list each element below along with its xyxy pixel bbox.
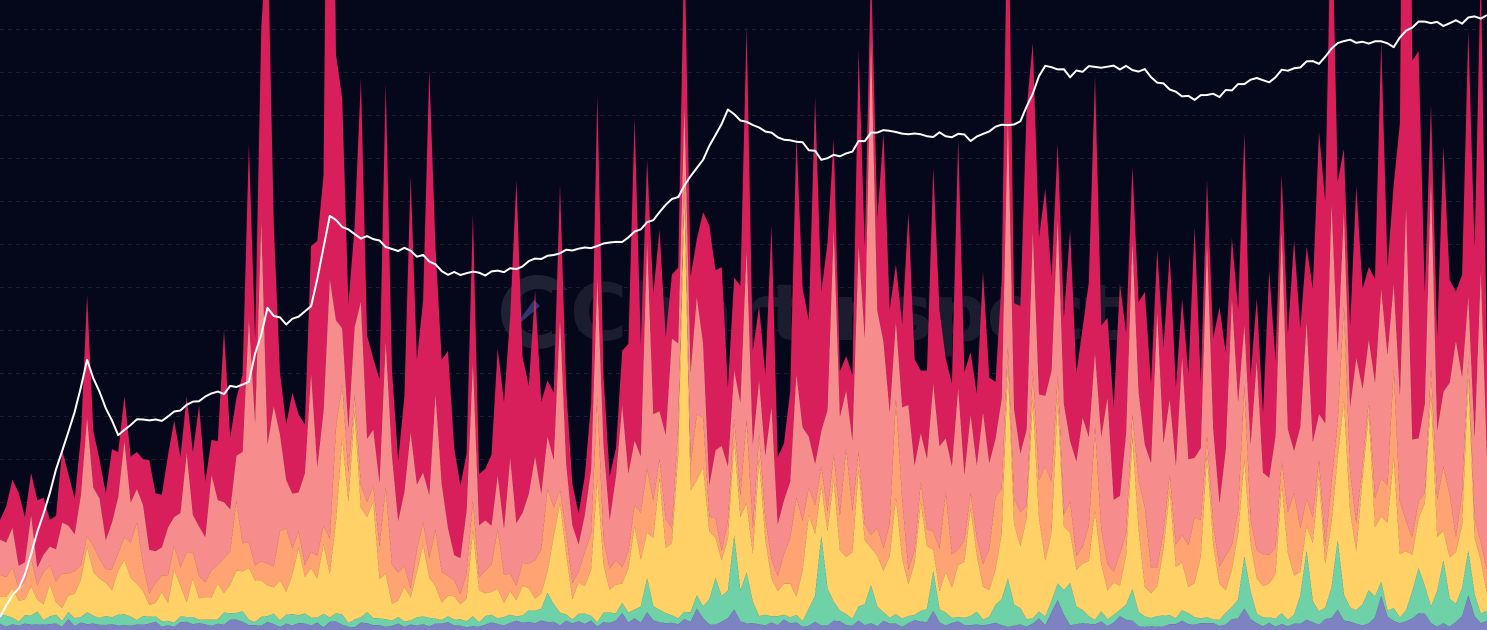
price-line — [0, 14, 1487, 618]
area-series-2 — [0, 194, 1487, 624]
area-series-3 — [0, 176, 1487, 608]
area-series-4 — [0, 36, 1487, 595]
area-series-5 — [0, 0, 1487, 568]
area-series-1 — [0, 535, 1487, 628]
area-series-0 — [0, 595, 1487, 630]
